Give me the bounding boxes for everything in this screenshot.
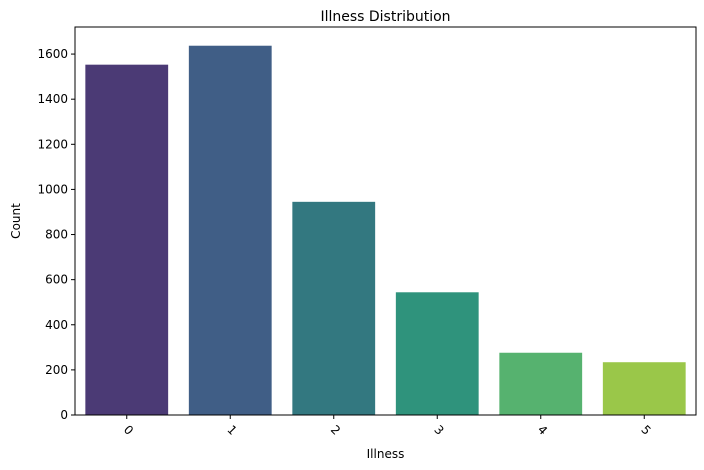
bar-3 [395, 292, 479, 415]
x-tick-label-4: 4 [535, 423, 550, 438]
bar-0 [85, 64, 169, 416]
x-tick-label-1: 1 [224, 423, 239, 438]
x-tick-label-5: 5 [638, 423, 653, 438]
plot-background [75, 27, 696, 415]
y-tick-label-0: 0 [60, 408, 68, 422]
y-axis-ticks: 0 200 400 600 800 1000 1200 1400 1600 [37, 47, 75, 422]
y-tick-label-1200: 1200 [37, 137, 68, 151]
y-tick-label-400: 400 [45, 318, 68, 332]
bar-4 [499, 352, 583, 415]
x-tick-label-3: 3 [431, 423, 446, 438]
bars-group [85, 45, 686, 416]
y-tick-label-800: 800 [45, 228, 68, 242]
y-tick-label-1000: 1000 [37, 182, 68, 196]
x-tick-label-0: 0 [121, 423, 136, 438]
y-tick-label-1400: 1400 [37, 92, 68, 106]
x-tick-label-2: 2 [328, 423, 343, 438]
plot-frame [74, 26, 697, 416]
bar-2 [292, 201, 376, 415]
bar-1 [188, 45, 272, 415]
y-tick-label-1600: 1600 [37, 47, 68, 61]
bar-5 [602, 362, 686, 415]
y-axis-label: Count [9, 203, 23, 239]
y-tick-label-200: 200 [45, 363, 68, 377]
chart-title: Illness Distribution [320, 9, 450, 25]
x-axis-label: Illness [367, 447, 405, 461]
y-tick-label-600: 600 [45, 273, 68, 287]
x-axis-ticks: 0 1 2 3 4 5 [121, 415, 654, 438]
